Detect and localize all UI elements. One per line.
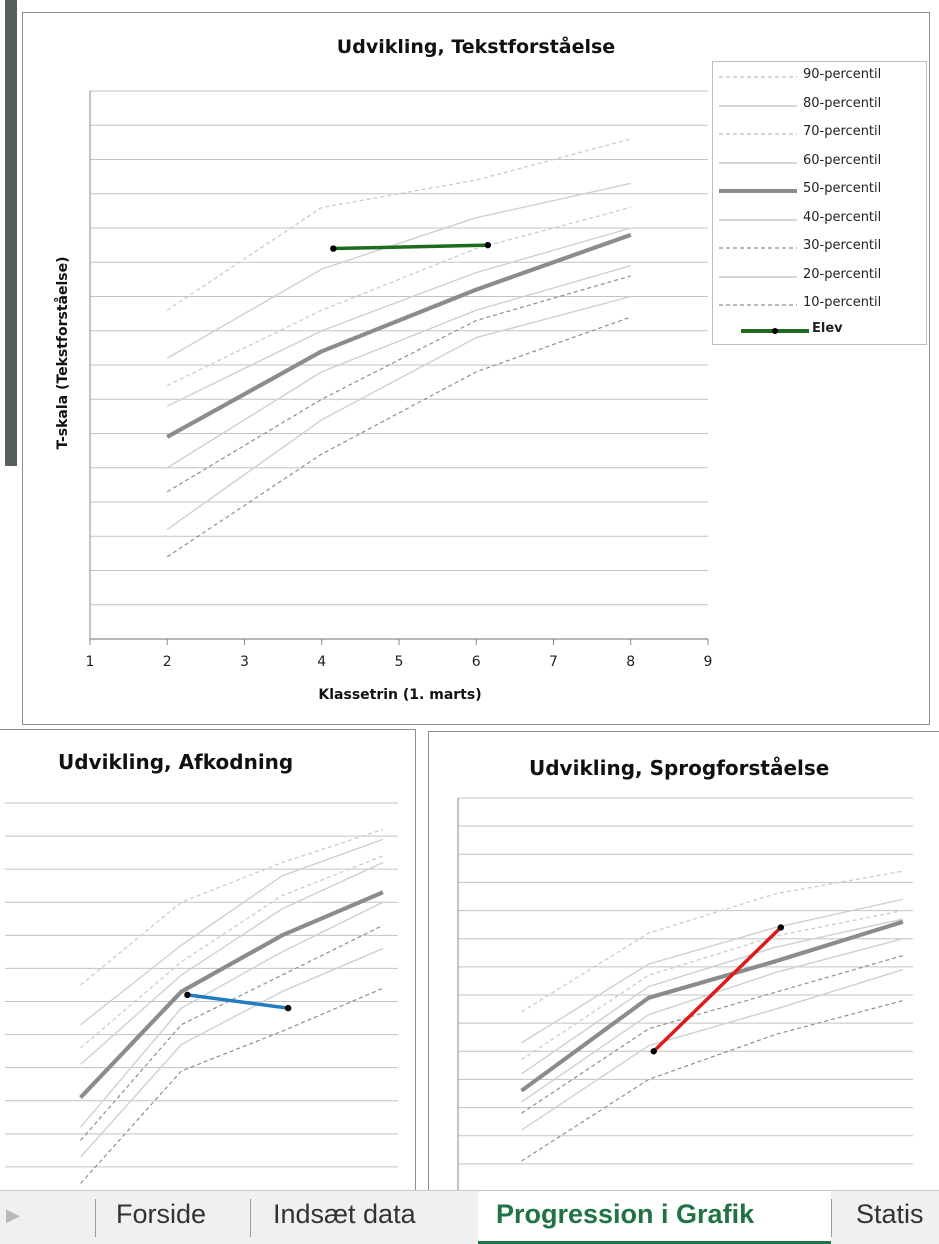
series-median-line <box>520 919 904 1093</box>
tab-progression-i-grafik[interactable]: Progression i Grafik <box>478 1191 831 1244</box>
chart-afkodning[interactable]: Udvikling, Afkodning <box>0 729 416 1190</box>
series-30-percentil <box>80 924 384 1141</box>
tab-scroll-left-icon[interactable]: ▶ <box>6 1205 20 1226</box>
series-elev-line <box>333 243 488 251</box>
series-60-percentil <box>166 227 631 407</box>
series-80-percentil <box>80 838 384 1026</box>
series-30-percentil <box>521 955 903 1114</box>
chart-sprogforstaaelse[interactable]: Udvikling, Sprogforståelse <box>428 731 939 1190</box>
series-80-percentil <box>166 182 631 359</box>
series-70-percentil <box>166 206 631 387</box>
legend-swatch-icon <box>719 104 797 107</box>
series-80-percentil <box>521 898 903 1044</box>
elev-point <box>330 245 337 252</box>
series-40-percentil <box>166 265 631 469</box>
legend-swatch-icon <box>719 189 797 193</box>
x-tick-label: 8 <box>626 654 635 670</box>
legend-item: 10-percentil <box>713 294 923 314</box>
vertical-scrollbar-thumb[interactable] <box>5 0 17 466</box>
legend-swatch-icon <box>719 161 797 164</box>
elev-point <box>484 241 492 249</box>
tab-separator <box>250 1199 251 1237</box>
series-90-percentil <box>166 138 631 311</box>
tab-separator <box>95 1199 96 1237</box>
series-elev-line <box>187 993 289 1010</box>
elev-point <box>650 1048 657 1055</box>
x-tick-label: 3 <box>240 654 249 670</box>
series-50-percentil <box>520 919 904 1093</box>
chart-legend: 90-percentil 80-percentil 70-percentil 6… <box>712 61 927 345</box>
x-axis-label: Klassetrin (1. marts) <box>318 687 482 703</box>
sheet-tab-bar: ▶ Forside Indsæt data Progression i Graf… <box>0 1190 939 1244</box>
chart-title: Udvikling, Afkodning <box>58 750 294 774</box>
series-60-percentil <box>521 918 903 1075</box>
legend-swatch-icon <box>719 76 797 78</box>
elev-point <box>284 1004 292 1012</box>
series-40-percentil <box>80 901 384 1128</box>
series-40-percentil <box>521 938 904 1103</box>
legend-swatch-icon <box>719 275 797 278</box>
x-tick-label: 2 <box>163 654 172 670</box>
legend-swatch-icon <box>741 328 809 334</box>
legend-item: 90-percentil <box>713 66 923 86</box>
series-70-percentil <box>80 855 384 1049</box>
series-30-percentil <box>166 275 631 493</box>
legend-item: 80-percentil <box>713 95 923 115</box>
series-median-line <box>166 232 632 439</box>
x-tick-label: 4 <box>317 654 326 670</box>
x-tick-label: 1 <box>86 654 95 670</box>
series-20-percentil <box>521 969 904 1131</box>
tab-forside[interactable]: Forside <box>116 1199 207 1229</box>
legend-swatch-icon <box>719 247 797 249</box>
elev-point <box>777 924 785 931</box>
series-20-percentil <box>166 295 631 530</box>
x-tick-label: 9 <box>704 654 713 670</box>
series-70-percentil <box>521 909 903 1061</box>
series-20-percentil <box>80 947 384 1158</box>
tab-separator <box>831 1199 832 1237</box>
elev-point <box>184 991 191 999</box>
tab-statistik[interactable]: Statis <box>856 1199 924 1229</box>
legend-item: 50-percentil <box>713 180 923 200</box>
legend-swatch-icon <box>719 304 797 306</box>
series-90-percentil <box>80 828 384 986</box>
chart-tekstforstaaelse-plot: 1 2 3 4 5 6 7 8 9 <box>86 90 713 670</box>
legend-item: 40-percentil <box>713 209 923 229</box>
legend-item: 70-percentil <box>713 123 923 143</box>
legend-swatch-icon <box>719 133 797 135</box>
legend-swatch-icon <box>719 218 797 221</box>
legend-item: 20-percentil <box>713 266 923 286</box>
series-50-percentil <box>79 890 384 1099</box>
series-10-percentil <box>521 1000 903 1162</box>
series-elev-line <box>652 926 783 1053</box>
chart-title: Udvikling, Sprogforståelse <box>529 756 830 780</box>
legend-item: Elev <box>713 320 923 340</box>
legend-item: 30-percentil <box>713 237 923 257</box>
legend-item: 60-percentil <box>713 152 923 172</box>
x-tick-label: 7 <box>549 654 558 670</box>
chart-title: Udvikling, Tekstforståelse <box>336 36 616 58</box>
series-median-line <box>79 890 384 1099</box>
series-60-percentil <box>80 861 384 1065</box>
series-10-percentil <box>80 987 384 1184</box>
tab-indsaet-data[interactable]: Indsæt data <box>273 1199 416 1229</box>
series-10-percentil <box>166 316 631 558</box>
x-tick-label: 5 <box>395 654 404 670</box>
x-tick-label: 6 <box>472 654 481 670</box>
small-charts-plot <box>5 797 913 1190</box>
